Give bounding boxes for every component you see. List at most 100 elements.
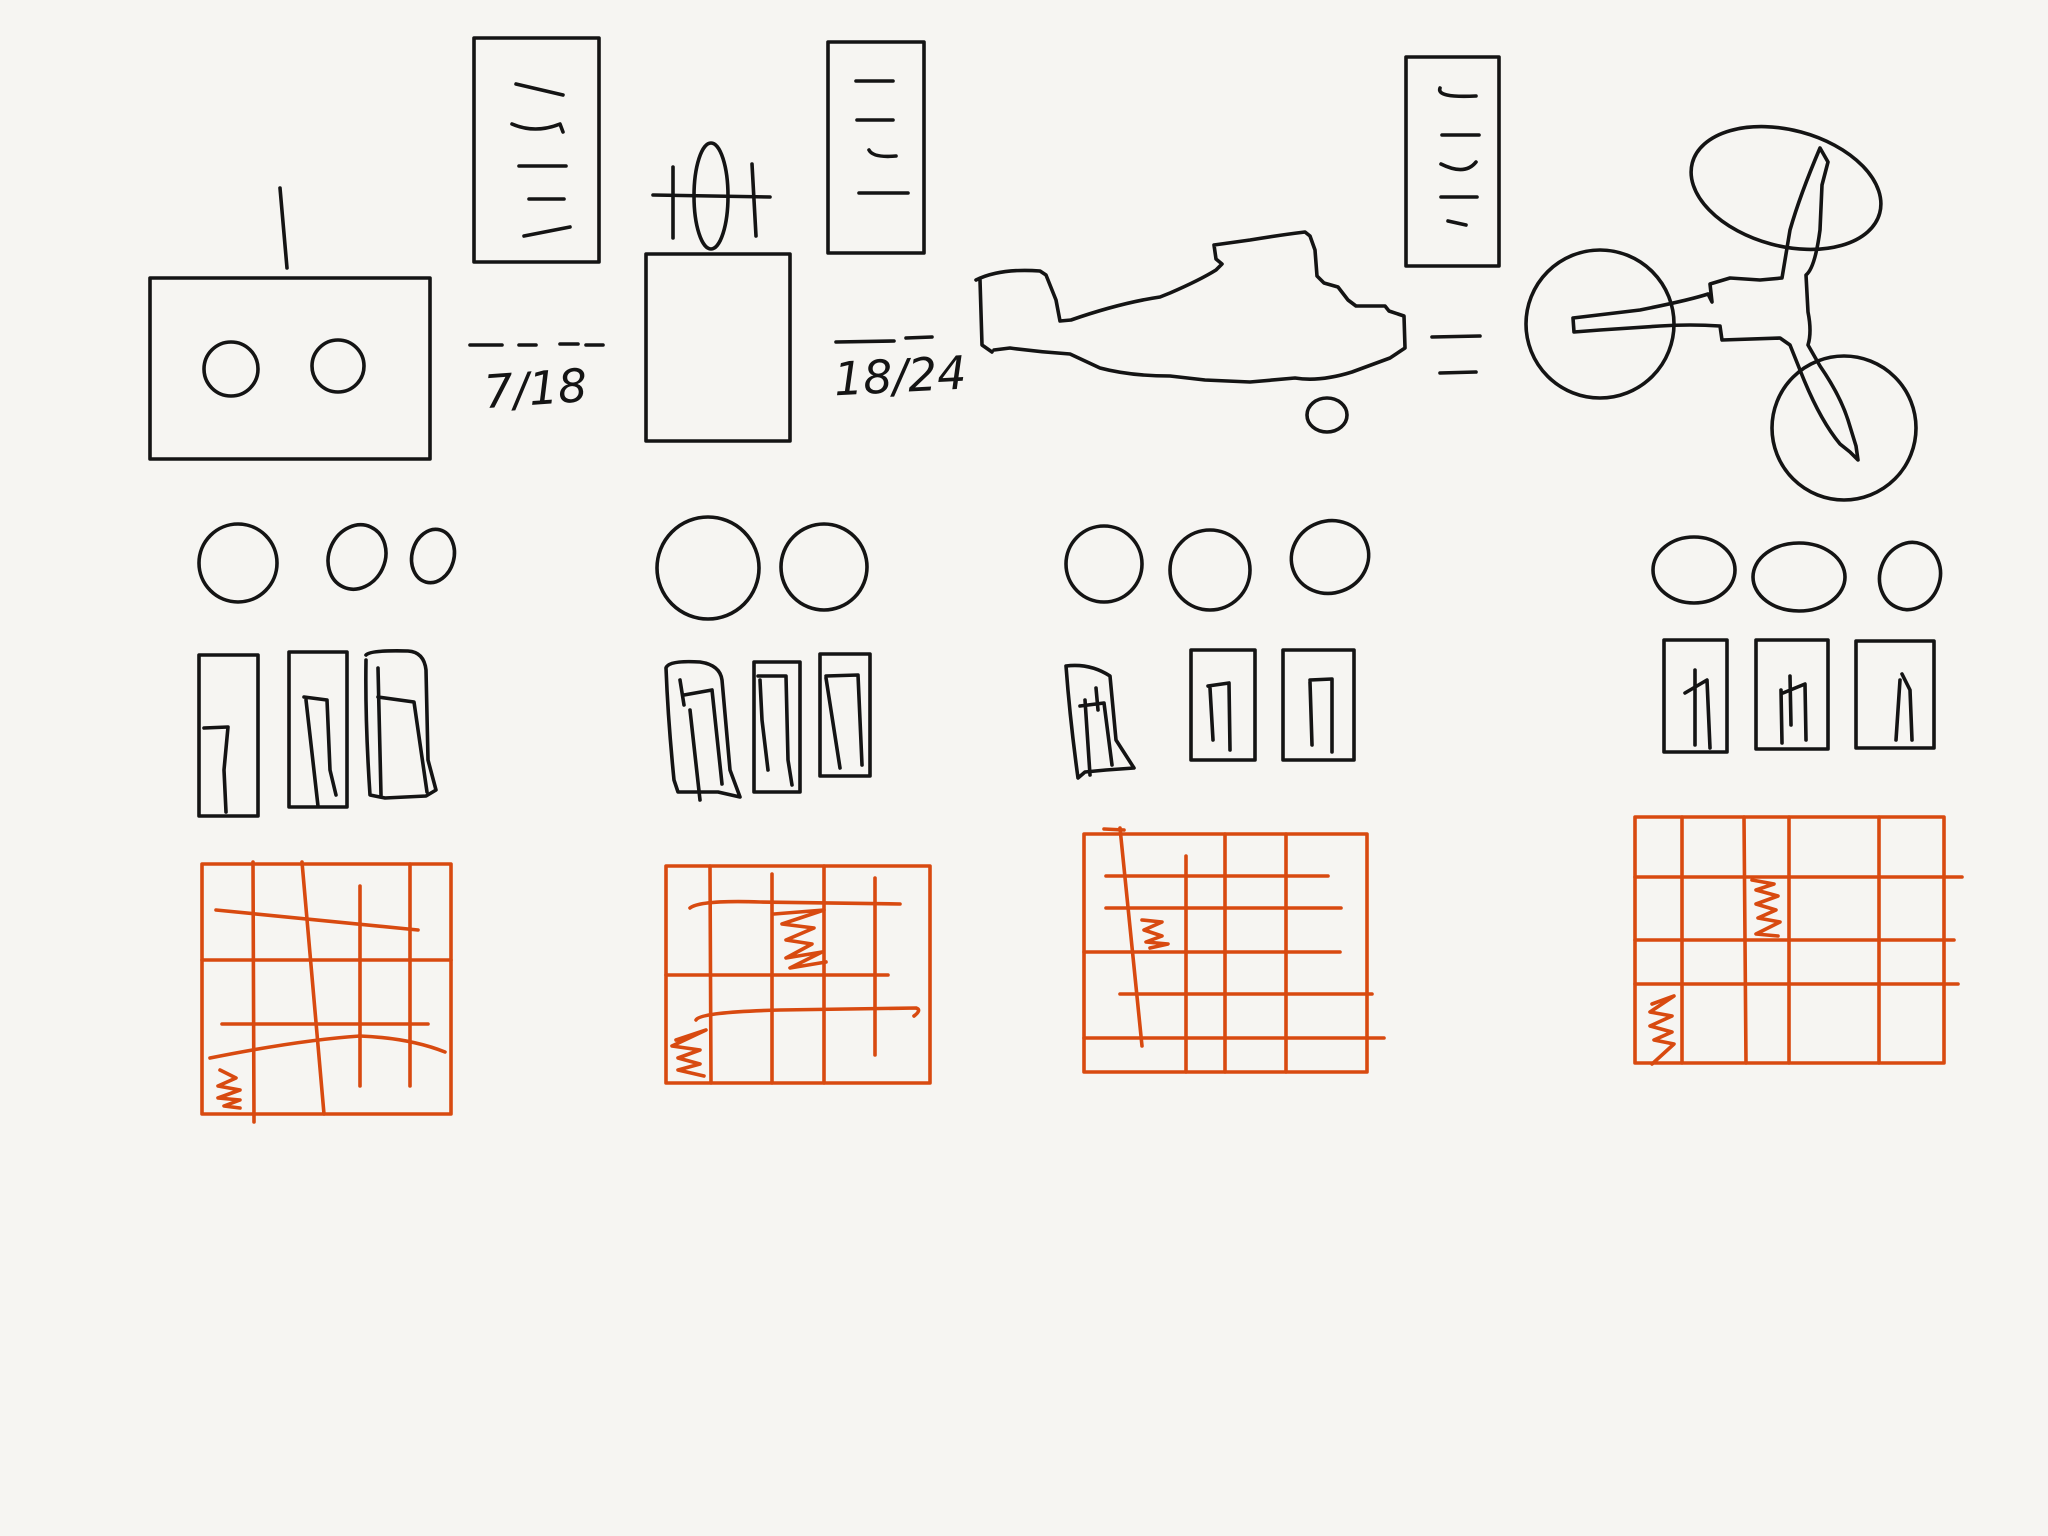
grid-wave	[688, 899, 902, 910]
grid-sketch-2	[664, 864, 932, 1085]
bar-group-2	[664, 652, 872, 802]
dash-line-1	[468, 342, 605, 347]
box-outline	[644, 252, 792, 443]
grid-line	[214, 908, 420, 932]
card-tick	[1437, 86, 1478, 99]
circle-large	[197, 522, 279, 604]
bar-box-sketch	[1064, 663, 1136, 780]
airplane-tail-stroke	[978, 278, 994, 354]
bar-fill-stroke	[302, 695, 338, 808]
card-tick	[867, 148, 898, 159]
grid-frame	[200, 862, 453, 1116]
orange-ink-layer	[200, 815, 1964, 1124]
grid-sketch-4	[1633, 815, 1964, 1066]
crossbar-post	[750, 162, 758, 238]
circle-medium	[1168, 528, 1252, 612]
grid-line	[1118, 826, 1144, 1048]
bar-fill-stroke	[1078, 686, 1114, 777]
grid-wave	[208, 1034, 447, 1060]
card-tick	[510, 122, 565, 134]
bar-box	[1281, 648, 1356, 762]
bar-group-1	[197, 649, 438, 818]
bar-fill-stroke	[1206, 681, 1232, 752]
legend-card-2	[826, 40, 926, 255]
bar-box-sketch	[364, 649, 438, 800]
dash-line-2	[834, 335, 934, 344]
circle-large	[655, 515, 761, 621]
bar-box	[197, 653, 260, 818]
card-tick	[1446, 219, 1468, 227]
bar-group-3	[1064, 648, 1356, 780]
card-tick	[1439, 160, 1478, 172]
circle-small	[1289, 518, 1371, 596]
spinner-body	[1571, 146, 1860, 462]
airplane-wheel	[1305, 396, 1349, 434]
fidget-spinner-sketch	[1524, 124, 1918, 502]
bar-fill-stroke	[202, 725, 230, 814]
bar-box	[287, 650, 349, 809]
bar-box	[1754, 638, 1830, 751]
spinner-wheel-left	[1524, 248, 1676, 400]
bar-box	[1662, 638, 1729, 754]
circle-group-3	[1064, 518, 1371, 612]
bar-fill-stroke	[1308, 677, 1334, 754]
bar-fill-stroke	[1894, 672, 1914, 742]
fraction-label-1: 7/18	[482, 358, 589, 419]
circle-large	[1651, 535, 1737, 605]
grid-wave	[694, 1006, 921, 1022]
circle-small	[1877, 540, 1943, 612]
toy-radio-sketch	[148, 186, 432, 461]
bar-fill-stroke	[824, 673, 864, 770]
grid-scribble	[1648, 994, 1676, 1066]
grid-line	[300, 860, 326, 1116]
bar-box-sketch	[664, 659, 742, 799]
circle-medium	[326, 523, 388, 591]
card-tick	[522, 225, 572, 238]
bar-fill-stroke	[1683, 668, 1712, 750]
knob-right	[310, 338, 366, 394]
grid-scribble	[670, 1028, 708, 1078]
card-outline	[472, 36, 601, 264]
bar-fill-stroke	[756, 674, 794, 787]
bar-box	[1189, 648, 1257, 762]
grid-sketch-1	[200, 860, 453, 1124]
bar-fill-stroke	[376, 666, 429, 797]
grid-scribble	[1750, 878, 1782, 938]
bar-box	[752, 660, 802, 794]
card-tick	[514, 82, 565, 97]
grid-line	[251, 860, 256, 1124]
airplane-sketch	[974, 230, 1407, 434]
dash-stroke	[834, 339, 896, 344]
circle-group-4	[1651, 535, 1943, 613]
antenna-stroke	[278, 186, 289, 270]
airplane-outline	[974, 230, 1407, 384]
circle-medium	[1751, 541, 1847, 613]
grid-line	[1102, 827, 1126, 832]
legend-card-3	[1404, 55, 1501, 268]
dash-stroke	[1430, 334, 1482, 339]
totem-sketch	[644, 141, 792, 443]
knob-left	[202, 340, 260, 398]
grid-scribble	[1140, 918, 1170, 950]
circle-group-1	[197, 522, 457, 604]
black-ink-layer: 7/18 18/24	[148, 36, 1943, 818]
oval-head	[692, 141, 730, 251]
card-outline	[826, 40, 926, 255]
dash-line-3	[1430, 334, 1482, 375]
bar-fill-stroke	[1779, 674, 1808, 745]
circle-small	[409, 527, 457, 585]
bar-group-4	[1662, 638, 1936, 754]
fraction-label-2: 18/24	[832, 346, 967, 407]
card-outline	[1404, 55, 1501, 268]
dash-stroke	[904, 335, 934, 340]
grid-scribble	[772, 908, 828, 970]
spinner-wheel-top	[1689, 124, 1883, 252]
spinner-wheel-bottom	[1770, 354, 1918, 502]
box-outline	[148, 276, 432, 461]
bar-box	[818, 652, 872, 778]
circle-group-2	[655, 515, 869, 621]
bar-fill-stroke	[678, 678, 724, 802]
circle-medium	[779, 522, 869, 612]
grid-sketch-3	[1082, 826, 1386, 1074]
